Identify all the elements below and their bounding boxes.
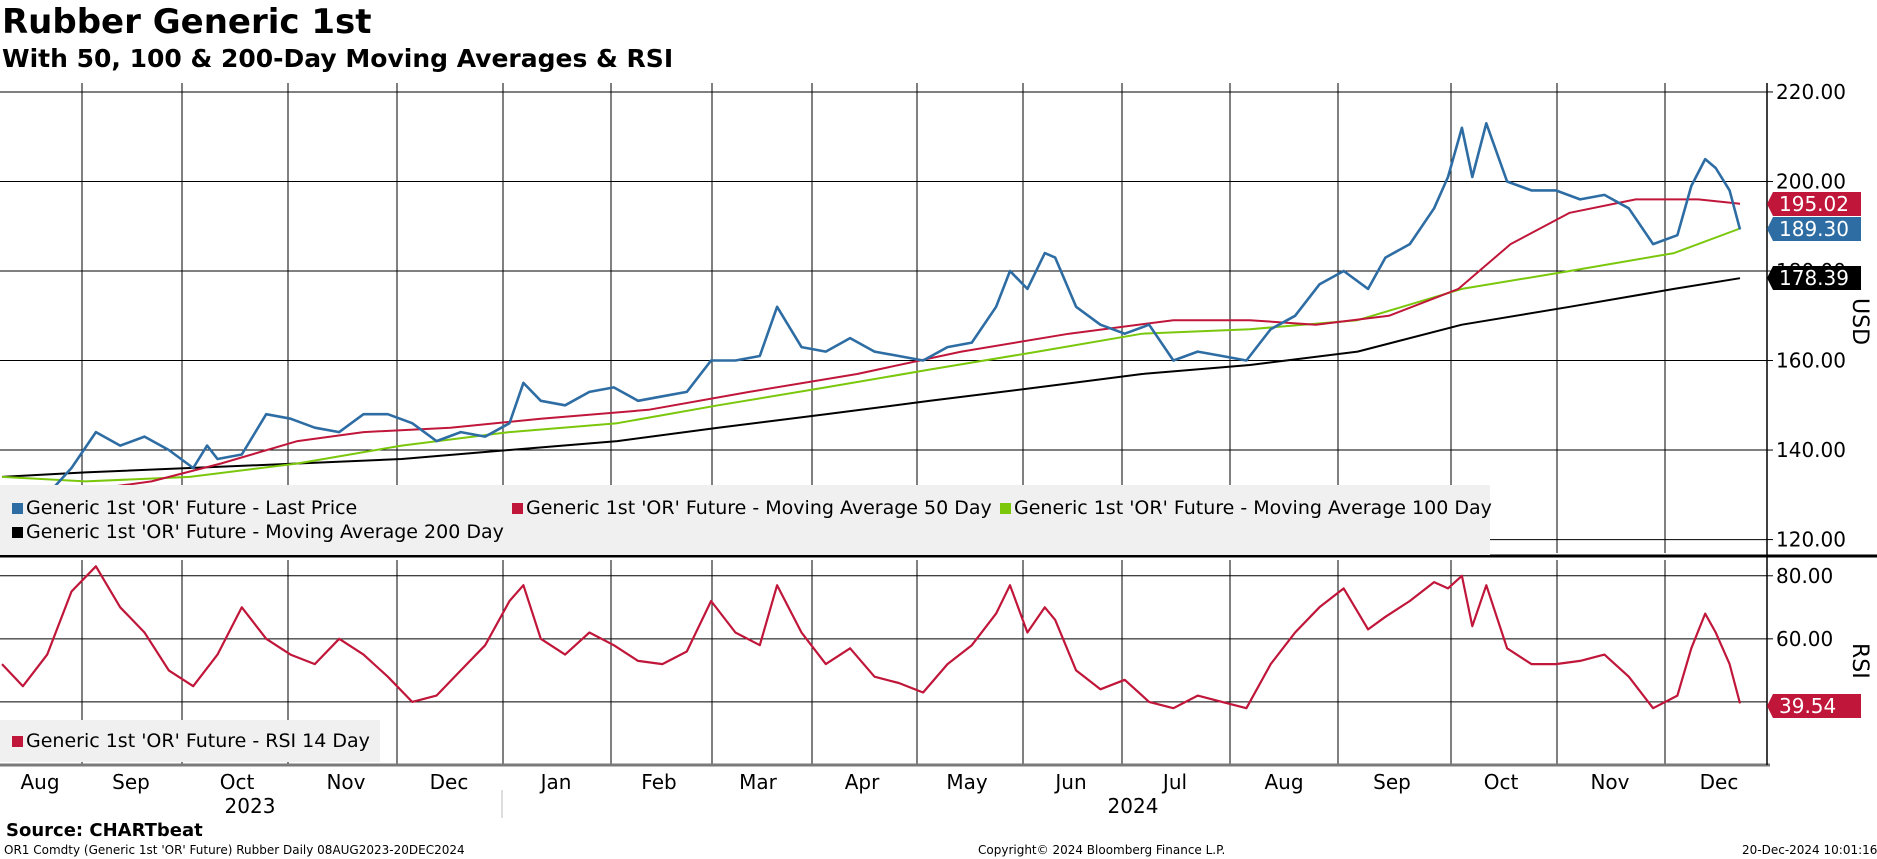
series-line-rsi [1,565,1742,710]
legend-label-ma50: Generic 1st 'OR' Future - Moving Average… [526,497,992,519]
x-month-label: Dec [430,770,469,794]
x-month-label: Jan [539,770,572,794]
copyright: Copyright© 2024 Bloomberg Finance L.P. [978,843,1226,857]
series-layer [1,122,1742,710]
price-axis-label: USD [1847,298,1872,345]
axes [0,83,1877,818]
series-line-ma200 [1,277,1741,478]
x-year-label: 2023 [225,794,276,818]
x-month-label: Oct [1484,770,1519,794]
x-month-label: Apr [845,770,880,794]
legend-swatch-last-price [12,503,23,514]
chart-title: Rubber Generic 1st [2,2,372,42]
legend-swatch-ma50 [512,503,523,514]
price-ytick-label: 160.00 [1776,349,1846,373]
timestamp: 20-Dec-2024 10:01:16 [1742,843,1877,857]
x-month-label: Jun [1053,770,1086,794]
legend-label-last-price: Generic 1st 'OR' Future - Last Price [26,497,358,519]
source-note: Source: CHARTbeat [6,820,203,841]
tag-ma50-text: 195.02 [1779,192,1849,216]
price-ytick-label: 220.00 [1776,80,1846,104]
x-year-label: 2024 [1108,794,1159,818]
x-month-label: Oct [220,770,255,794]
ticker-info: OR1 Comdty (Generic 1st 'OR' Future) Rub… [4,843,465,857]
grid-lines [0,83,1767,765]
tag-ma200-text: 178.39 [1779,266,1849,290]
price-ytick-label: 120.00 [1776,528,1846,552]
chart-subtitle: With 50, 100 & 200-Day Moving Averages &… [2,44,674,73]
x-month-label: Aug [1264,770,1303,794]
tag-ma200-bg [1767,266,1861,290]
legend-label-ma200: Generic 1st 'OR' Future - Moving Average… [26,521,504,543]
tag-last-price-bg [1767,217,1861,241]
tag-rsi-text: 39.54 [1779,694,1836,718]
series-line-price [1,122,1742,514]
rsi-axis-label: RSI [1847,643,1872,679]
tag-rsi-bg [1767,694,1861,718]
x-month-label: Sep [1373,770,1411,794]
x-month-label: Dec [1700,770,1739,794]
x-month-label: Jul [1161,770,1187,794]
series-line-ma50 [2,198,1741,492]
rsi-ytick-label: 80.00 [1776,564,1833,588]
legend-label-rsi: Generic 1st 'OR' Future - RSI 14 Day [26,730,370,752]
x-month-label: Feb [641,770,676,794]
legend-item-ma50: Generic 1st 'OR' Future - Moving Average… [512,496,992,520]
legend-label-ma100: Generic 1st 'OR' Future - Moving Average… [1014,497,1492,519]
legend-item-last-price: Generic 1st 'OR' Future - Last Price [12,496,357,520]
tick-labels: 120.00140.00160.00180.00200.00220.0060.0… [20,80,1872,818]
price-ytick-label: 140.00 [1776,438,1846,462]
price-ytick-label: 200.00 [1776,169,1846,193]
x-month-label: Aug [20,770,59,794]
legend-item-rsi: Generic 1st 'OR' Future - RSI 14 Day [12,729,370,753]
x-month-label: Nov [1590,770,1629,794]
tag-last-price-text: 189.30 [1779,217,1849,241]
legend-swatch-ma200 [12,527,23,538]
x-month-label: Mar [739,770,778,794]
price-legend: Generic 1st 'OR' Future - Last Price Gen… [0,485,1492,555]
rsi-ytick-label: 60.00 [1776,627,1833,651]
series-line-ma100 [1,227,1741,483]
x-month-label: Sep [112,770,150,794]
legend-swatch-ma100 [1000,503,1011,514]
rsi-legend: Generic 1st 'OR' Future - RSI 14 Day [0,720,380,762]
legend-item-ma200: Generic 1st 'OR' Future - Moving Average… [12,520,504,544]
legend-item-ma100: Generic 1st 'OR' Future - Moving Average… [1000,496,1492,520]
legend-swatch-rsi [12,736,23,747]
x-month-label: Nov [326,770,365,794]
x-month-label: May [946,770,988,794]
tag-ma50-bg [1767,192,1861,216]
